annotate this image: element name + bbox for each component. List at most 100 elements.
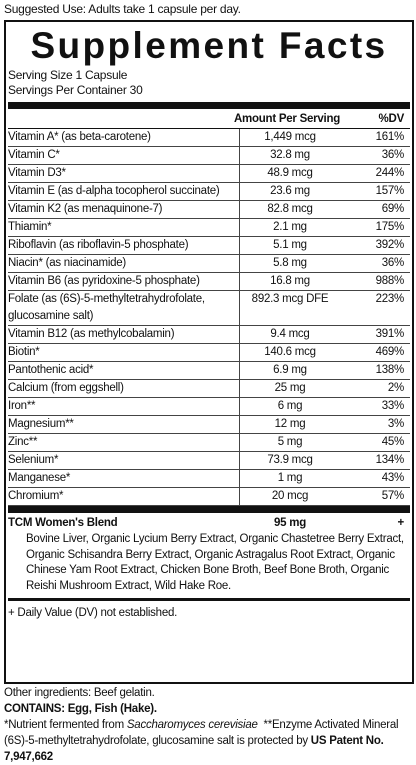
nutrient-row: Vitamin E (as d-alpha tocopherol succina… xyxy=(8,183,410,201)
nutrient-dv: 45% xyxy=(381,436,405,448)
nutrient-row: Calcium (from eggshell) 25 mg 2% xyxy=(8,380,410,398)
nutrient-name: Vitamin B6 (as pyridoxine-5 phosphate) xyxy=(8,273,240,290)
nutrient-dv: 157% xyxy=(375,185,405,197)
dv-header: %DV xyxy=(378,113,405,125)
amount-header: Amount Per Serving xyxy=(233,113,341,125)
nutrient-dv: 138% xyxy=(375,364,405,376)
nutrient-dv: 391% xyxy=(375,328,405,340)
nutrient-dv: 57% xyxy=(381,490,405,502)
nutrient-name: Zinc** xyxy=(8,434,240,451)
contains: CONTAINS: Egg, Fish (Hake). xyxy=(4,703,157,715)
nutrient-amount: 6 mg xyxy=(277,400,303,412)
nutrient-dv: 43% xyxy=(381,472,405,484)
nutrient-name: Biotin* xyxy=(8,344,240,361)
blend-amount: 95 mg xyxy=(274,517,306,529)
nutrient-row: Biotin* 140.6 mcg 469% xyxy=(8,344,410,362)
divider xyxy=(8,506,410,513)
nutrient-dv: 33% xyxy=(381,400,405,412)
nutrient-row: Vitamin C* 32.8 mg 36% xyxy=(8,147,410,165)
nutrient-dv: 161% xyxy=(375,131,405,143)
nutrient-amount: 140.6 mcg xyxy=(264,346,316,358)
nutrient-name: Pantothenic acid* xyxy=(8,362,240,379)
nutrient-row: Pantothenic acid* 6.9 mg 138% xyxy=(8,362,410,380)
facts-panel: Supplement Facts Serving Size 1 Capsule … xyxy=(4,20,414,684)
note: (6S)-5-methyltetrahydrofolate, glucosami… xyxy=(4,735,308,747)
other-ingredients: Other ingredients: Beef gelatin. xyxy=(4,687,155,699)
nutrient-amount: 6.9 mg xyxy=(273,364,307,376)
nutrient-row: Zinc** 5 mg 45% xyxy=(8,434,410,452)
servings-per-container: Servings Per Container 30 xyxy=(8,83,143,97)
nutrient-note: *Nutrient fermented from Saccharomyces c… xyxy=(4,717,414,733)
nutrient-amount: 2.1 mg xyxy=(273,221,307,233)
notes: Other ingredients: Beef gelatin. CONTAIN… xyxy=(4,685,414,765)
nutrient-dv: 2% xyxy=(387,382,404,394)
nutrient-amount: 1 mg xyxy=(277,472,303,484)
nutrient-dv: 223% xyxy=(375,293,405,305)
nutrient-name: Vitamin D3* xyxy=(8,165,240,182)
nutrient-amount: 20 mcg xyxy=(271,490,309,502)
nutrient-row: Iron** 6 mg 33% xyxy=(8,398,410,416)
nutrient-name: Vitamin E (as d-alpha tocopherol succina… xyxy=(8,183,240,200)
nutrient-amount: 23.6 mg xyxy=(270,185,310,197)
nutrient-row: Niacin* (as niacinamide) 5.8 mg 36% xyxy=(8,255,410,273)
nutrient-name: Folate (as (6S)-5-methyltetrahydrofolate… xyxy=(8,291,240,325)
blend-name: TCM Women's Blend xyxy=(8,517,118,529)
nutrient-amount: 12 mg xyxy=(274,418,306,430)
suggested-use: Suggested Use: Adults take 1 capsule per… xyxy=(4,2,241,16)
nutrient-dv: 36% xyxy=(381,149,405,161)
nutrient-name: Manganese* xyxy=(8,470,240,487)
nutrient-name: Vitamin B12 (as methylcobalamin) xyxy=(8,326,240,343)
note: **Enzyme Activated Mineral xyxy=(263,719,399,731)
nutrient-dv: 69% xyxy=(381,203,405,215)
note: Saccharomyces cerevisiae xyxy=(126,719,258,731)
nutrient-name: Niacin* (as niacinamide) xyxy=(8,255,240,272)
note: *Nutrient fermented from xyxy=(4,719,124,731)
nutrient-dv: 392% xyxy=(375,239,405,251)
nutrient-amount: 82.8 mcg xyxy=(267,203,313,215)
nutrient-name: Thiamin* xyxy=(8,219,240,236)
nutrient-row: Chromium* 20 mcg 57% xyxy=(8,488,410,506)
nutrient-dv: 244% xyxy=(375,167,405,179)
nutrient-amount: 1,449 mcg xyxy=(264,131,316,143)
blend-dv: + xyxy=(397,517,405,529)
nutrient-name: Vitamin C* xyxy=(8,147,240,164)
nutrient-amount: 892.3 mcg DFE xyxy=(251,293,329,305)
nutrient-amount: 9.4 mcg xyxy=(270,328,310,340)
nutrient-name: Selenium* xyxy=(8,452,240,469)
nutrient-name: Iron** xyxy=(8,398,240,415)
divider xyxy=(8,102,410,109)
nutrient-row: Folate (as (6S)-5-methyltetrahydrofolate… xyxy=(8,291,410,326)
nutrient-row: Selenium* 73.9 mcg 134% xyxy=(8,452,410,470)
nutrient-dv: 175% xyxy=(375,221,405,233)
nutrient-name: Magnesium** xyxy=(8,416,240,433)
nutrient-row: Riboflavin (as riboflavin-5 phosphate) 5.… xyxy=(8,237,410,255)
nutrient-name: Vitamin A* (as beta-carotene) xyxy=(8,129,240,146)
nutrient-row: Vitamin B6 (as pyridoxine-5 phosphate) 16… xyxy=(8,273,410,291)
title: Supplement Facts xyxy=(30,25,388,66)
blend-ingredients: Bovine Liver, Organic Lycium Berry Extra… xyxy=(26,533,404,592)
nutrient-amount: 73.9 mcg xyxy=(267,454,313,466)
nutrient-amount: 5.1 mg xyxy=(273,239,307,251)
nutrient-amount: 5 mg xyxy=(277,436,303,448)
serving-size: Serving Size 1 Capsule xyxy=(8,68,128,82)
nutrient-row: Magnesium** 12 mg 3% xyxy=(8,416,410,434)
nutrient-dv: 3% xyxy=(387,418,404,430)
nutrient-amount: 48.9 mcg xyxy=(267,167,313,179)
nutrient-name: Chromium* xyxy=(8,488,240,505)
patent-note: (6S)-5-methyltetrahydrofolate, glucosami… xyxy=(4,733,414,765)
nutrient-amount: 5.8 mg xyxy=(273,257,307,269)
nutrient-amount: 25 mg xyxy=(274,382,306,394)
nutrient-dv: 469% xyxy=(375,346,405,358)
nutrient-name: Riboflavin (as riboflavin-5 phosphate) xyxy=(8,237,240,254)
nutrient-dv: 988% xyxy=(375,275,405,287)
nutrient-name: Calcium (from eggshell) xyxy=(8,380,240,397)
nutrient-row: Manganese* 1 mg 43% xyxy=(8,470,410,488)
nutrient-name: Vitamin K2 (as menaquinone-7) xyxy=(8,201,240,218)
nutrient-row: Vitamin D3* 48.9 mcg 244% xyxy=(8,165,410,183)
nutrient-row: Vitamin K2 (as menaquinone-7) 82.8 mcg 69% xyxy=(8,201,410,219)
nutrient-dv: 36% xyxy=(381,257,405,269)
nutrient-rows: Vitamin A* (as beta-carotene) 1,449 mcg 16… xyxy=(8,129,410,506)
nutrient-dv: 134% xyxy=(375,454,405,466)
nutrient-row: Vitamin B12 (as methylcobalamin) 9.4 mcg 3… xyxy=(8,326,410,344)
